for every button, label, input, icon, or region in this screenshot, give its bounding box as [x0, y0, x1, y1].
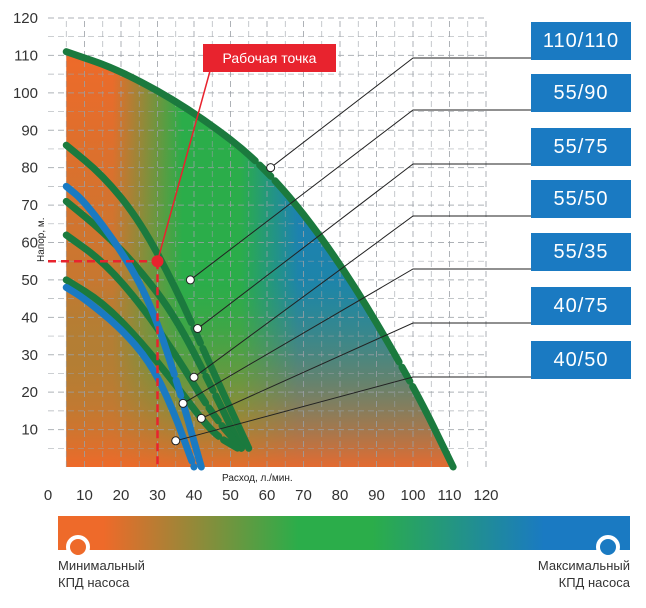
y-tick-label: 60 — [21, 235, 38, 252]
max-efficiency-marker — [596, 535, 620, 559]
operating-point — [48, 70, 211, 467]
y-tick-label: 30 — [21, 347, 38, 364]
curve-marker-55-50 — [189, 372, 199, 382]
efficiency-legend-bar — [58, 516, 630, 550]
model-button-40-50[interactable]: 40/50 — [531, 341, 631, 379]
x-tick-label: 120 — [473, 487, 498, 504]
leader-line-55-50 — [193, 215, 531, 378]
curve-marker-55-75 — [193, 324, 203, 334]
curve-marker-110-110 — [266, 163, 276, 173]
y-axis-label: Напор, м. — [36, 217, 47, 262]
x-tick-label: 60 — [259, 487, 276, 504]
curve-55-35 — [62, 276, 242, 452]
curve-marker-55-90 — [185, 275, 195, 285]
x-tick-label: 80 — [332, 487, 349, 504]
x-tick-label: 20 — [113, 487, 130, 504]
curve-40-50 — [62, 283, 198, 471]
curve-40-75 — [62, 182, 205, 471]
model-button-55-75[interactable]: 55/75 — [531, 128, 631, 166]
leader-line-110-110 — [270, 57, 531, 169]
y-tick-label: 50 — [21, 272, 38, 289]
operating-point-callout: Рабочая точка — [203, 44, 336, 72]
low-head-shading — [66, 51, 454, 468]
model-button-55-35[interactable]: 55/35 — [531, 233, 631, 271]
leader-line-40-75 — [201, 322, 531, 419]
model-button-40-75[interactable]: 40/75 — [531, 287, 631, 325]
y-tick-label: 80 — [21, 160, 38, 177]
y-tick-label: 10 — [21, 422, 38, 439]
x-tick-label: 110 — [438, 487, 462, 504]
max-efficiency-label: Максимальный КПД насоса — [537, 558, 630, 590]
model-button-110-110[interactable]: 110/110 — [531, 22, 631, 60]
model-button-55-50[interactable]: 55/50 — [531, 180, 631, 218]
operating-point-marker — [151, 255, 164, 268]
x-tick-label: 70 — [295, 487, 312, 504]
curve-leader-lines — [171, 57, 531, 446]
leader-line-55-75 — [197, 163, 531, 329]
leader-line-40-50 — [175, 376, 531, 442]
curve-marker-40-50 — [171, 436, 181, 446]
curve-110-110 — [62, 48, 457, 471]
x-tick-label: 10 — [76, 487, 93, 504]
y-tick-label: 70 — [21, 197, 38, 214]
curve-marker-55-35 — [178, 398, 188, 408]
x-axis-label: Расход, л./мин. — [222, 473, 293, 484]
x-tick-label: 90 — [368, 487, 385, 504]
leader-line-55-90 — [190, 109, 531, 281]
x-tick-label: 30 — [149, 487, 166, 504]
y-tick-label: 40 — [21, 309, 38, 326]
x-tick-label: 100 — [400, 487, 425, 504]
y-tick-label: 100 — [13, 85, 38, 102]
x-tick-label: 0 — [44, 487, 52, 504]
leader-line-55-35 — [182, 268, 531, 404]
efficiency-region — [66, 51, 454, 468]
y-tick-label: 90 — [21, 122, 38, 139]
min-efficiency-marker — [66, 535, 90, 559]
y-tick-label: 120 — [13, 10, 38, 27]
y-tick-label: 20 — [21, 384, 38, 401]
min-efficiency-label: Минимальный КПД насоса — [58, 558, 145, 590]
y-tick-label: 110 — [14, 47, 38, 64]
x-tick-label: 40 — [186, 487, 203, 504]
callout-pointer — [156, 70, 211, 262]
curve-marker-40-75 — [196, 413, 206, 423]
model-button-55-90[interactable]: 55/90 — [531, 74, 631, 112]
axis-ticks: 0 10 20 30 40 50 60 70 80 90 100 110 120 10 20 30 40 50 60… — [13, 10, 499, 504]
x-tick-label: 50 — [222, 487, 239, 504]
